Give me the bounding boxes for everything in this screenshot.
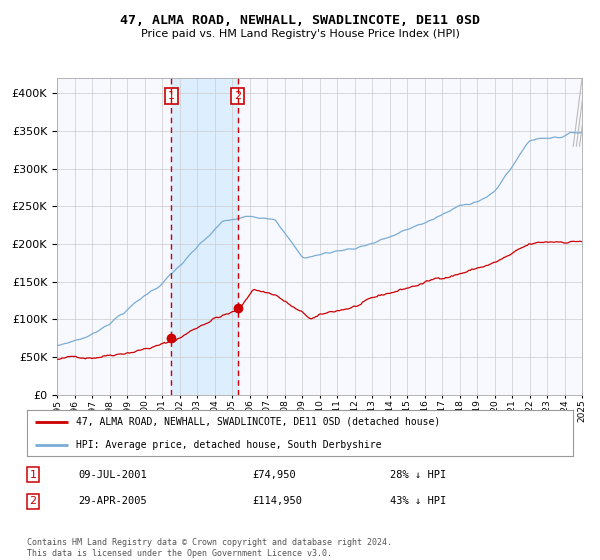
- Text: 28% ↓ HPI: 28% ↓ HPI: [390, 470, 446, 480]
- Text: Contains HM Land Registry data © Crown copyright and database right 2024.
This d: Contains HM Land Registry data © Crown c…: [27, 538, 392, 558]
- Text: 29-APR-2005: 29-APR-2005: [78, 496, 147, 506]
- Text: 09-JUL-2001: 09-JUL-2001: [78, 470, 147, 480]
- Bar: [172, 78, 238, 395]
- Text: 47, ALMA ROAD, NEWHALL, SWADLINCOTE, DE11 0SD (detached house): 47, ALMA ROAD, NEWHALL, SWADLINCOTE, DE1…: [76, 417, 440, 427]
- Text: 47, ALMA ROAD, NEWHALL, SWADLINCOTE, DE11 0SD: 47, ALMA ROAD, NEWHALL, SWADLINCOTE, DE1…: [120, 14, 480, 27]
- Text: 43% ↓ HPI: 43% ↓ HPI: [390, 496, 446, 506]
- Text: £74,950: £74,950: [252, 470, 296, 480]
- Text: HPI: Average price, detached house, South Derbyshire: HPI: Average price, detached house, Sout…: [76, 440, 382, 450]
- Text: Price paid vs. HM Land Registry's House Price Index (HPI): Price paid vs. HM Land Registry's House …: [140, 29, 460, 39]
- Text: 2: 2: [234, 91, 241, 101]
- Text: 1: 1: [29, 470, 37, 480]
- Text: 1: 1: [168, 91, 175, 101]
- Text: 2: 2: [29, 496, 37, 506]
- Text: £114,950: £114,950: [252, 496, 302, 506]
